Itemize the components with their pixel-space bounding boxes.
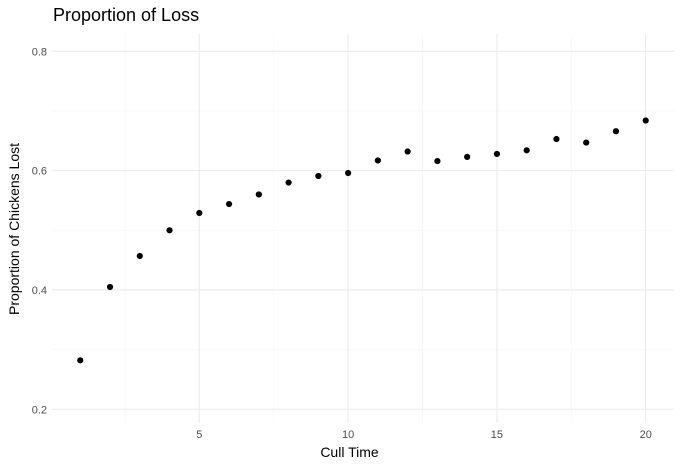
data-point — [225, 200, 233, 208]
data-point — [315, 172, 322, 180]
x-tick-label: 15 — [491, 429, 503, 441]
data-point — [106, 283, 114, 291]
minor-x-gridlines — [124, 34, 572, 423]
data-point — [523, 147, 530, 154]
data-point — [136, 252, 143, 260]
data-point — [583, 139, 590, 146]
data-points — [77, 117, 649, 364]
data-point — [196, 209, 203, 217]
y-tick-label: 0.8 — [32, 46, 47, 58]
minor-y-gridlines — [52, 110, 674, 350]
y-tick-label: 0.2 — [32, 404, 47, 416]
y-axis-tick-labels: 0.2 0.4 0.6 0.8 — [32, 46, 47, 416]
data-point — [464, 153, 471, 161]
data-point — [166, 227, 173, 234]
data-point — [285, 179, 292, 186]
major-y-gridlines — [52, 50, 674, 410]
data-point — [404, 148, 411, 155]
data-point — [434, 157, 441, 165]
data-point — [345, 169, 352, 177]
data-point — [642, 117, 649, 124]
x-tick-label: 5 — [196, 429, 202, 441]
major-x-gridlines — [198, 34, 647, 423]
data-point — [493, 150, 501, 158]
chart-title: Proportion of Loss — [53, 5, 199, 25]
y-tick-label: 0.4 — [32, 285, 47, 297]
data-point — [612, 128, 620, 135]
data-point — [374, 157, 381, 164]
x-tick-label: 20 — [640, 429, 652, 441]
x-axis-title: Cull Time — [320, 444, 379, 460]
data-point — [553, 135, 560, 143]
x-axis-tick-labels: 5 10 15 20 — [196, 429, 652, 441]
data-point — [255, 191, 262, 198]
x-tick-label: 10 — [342, 429, 354, 441]
data-point — [77, 357, 84, 364]
y-axis-title: Proportion of Chickens Lost — [6, 143, 22, 315]
y-tick-label: 0.6 — [32, 166, 47, 178]
